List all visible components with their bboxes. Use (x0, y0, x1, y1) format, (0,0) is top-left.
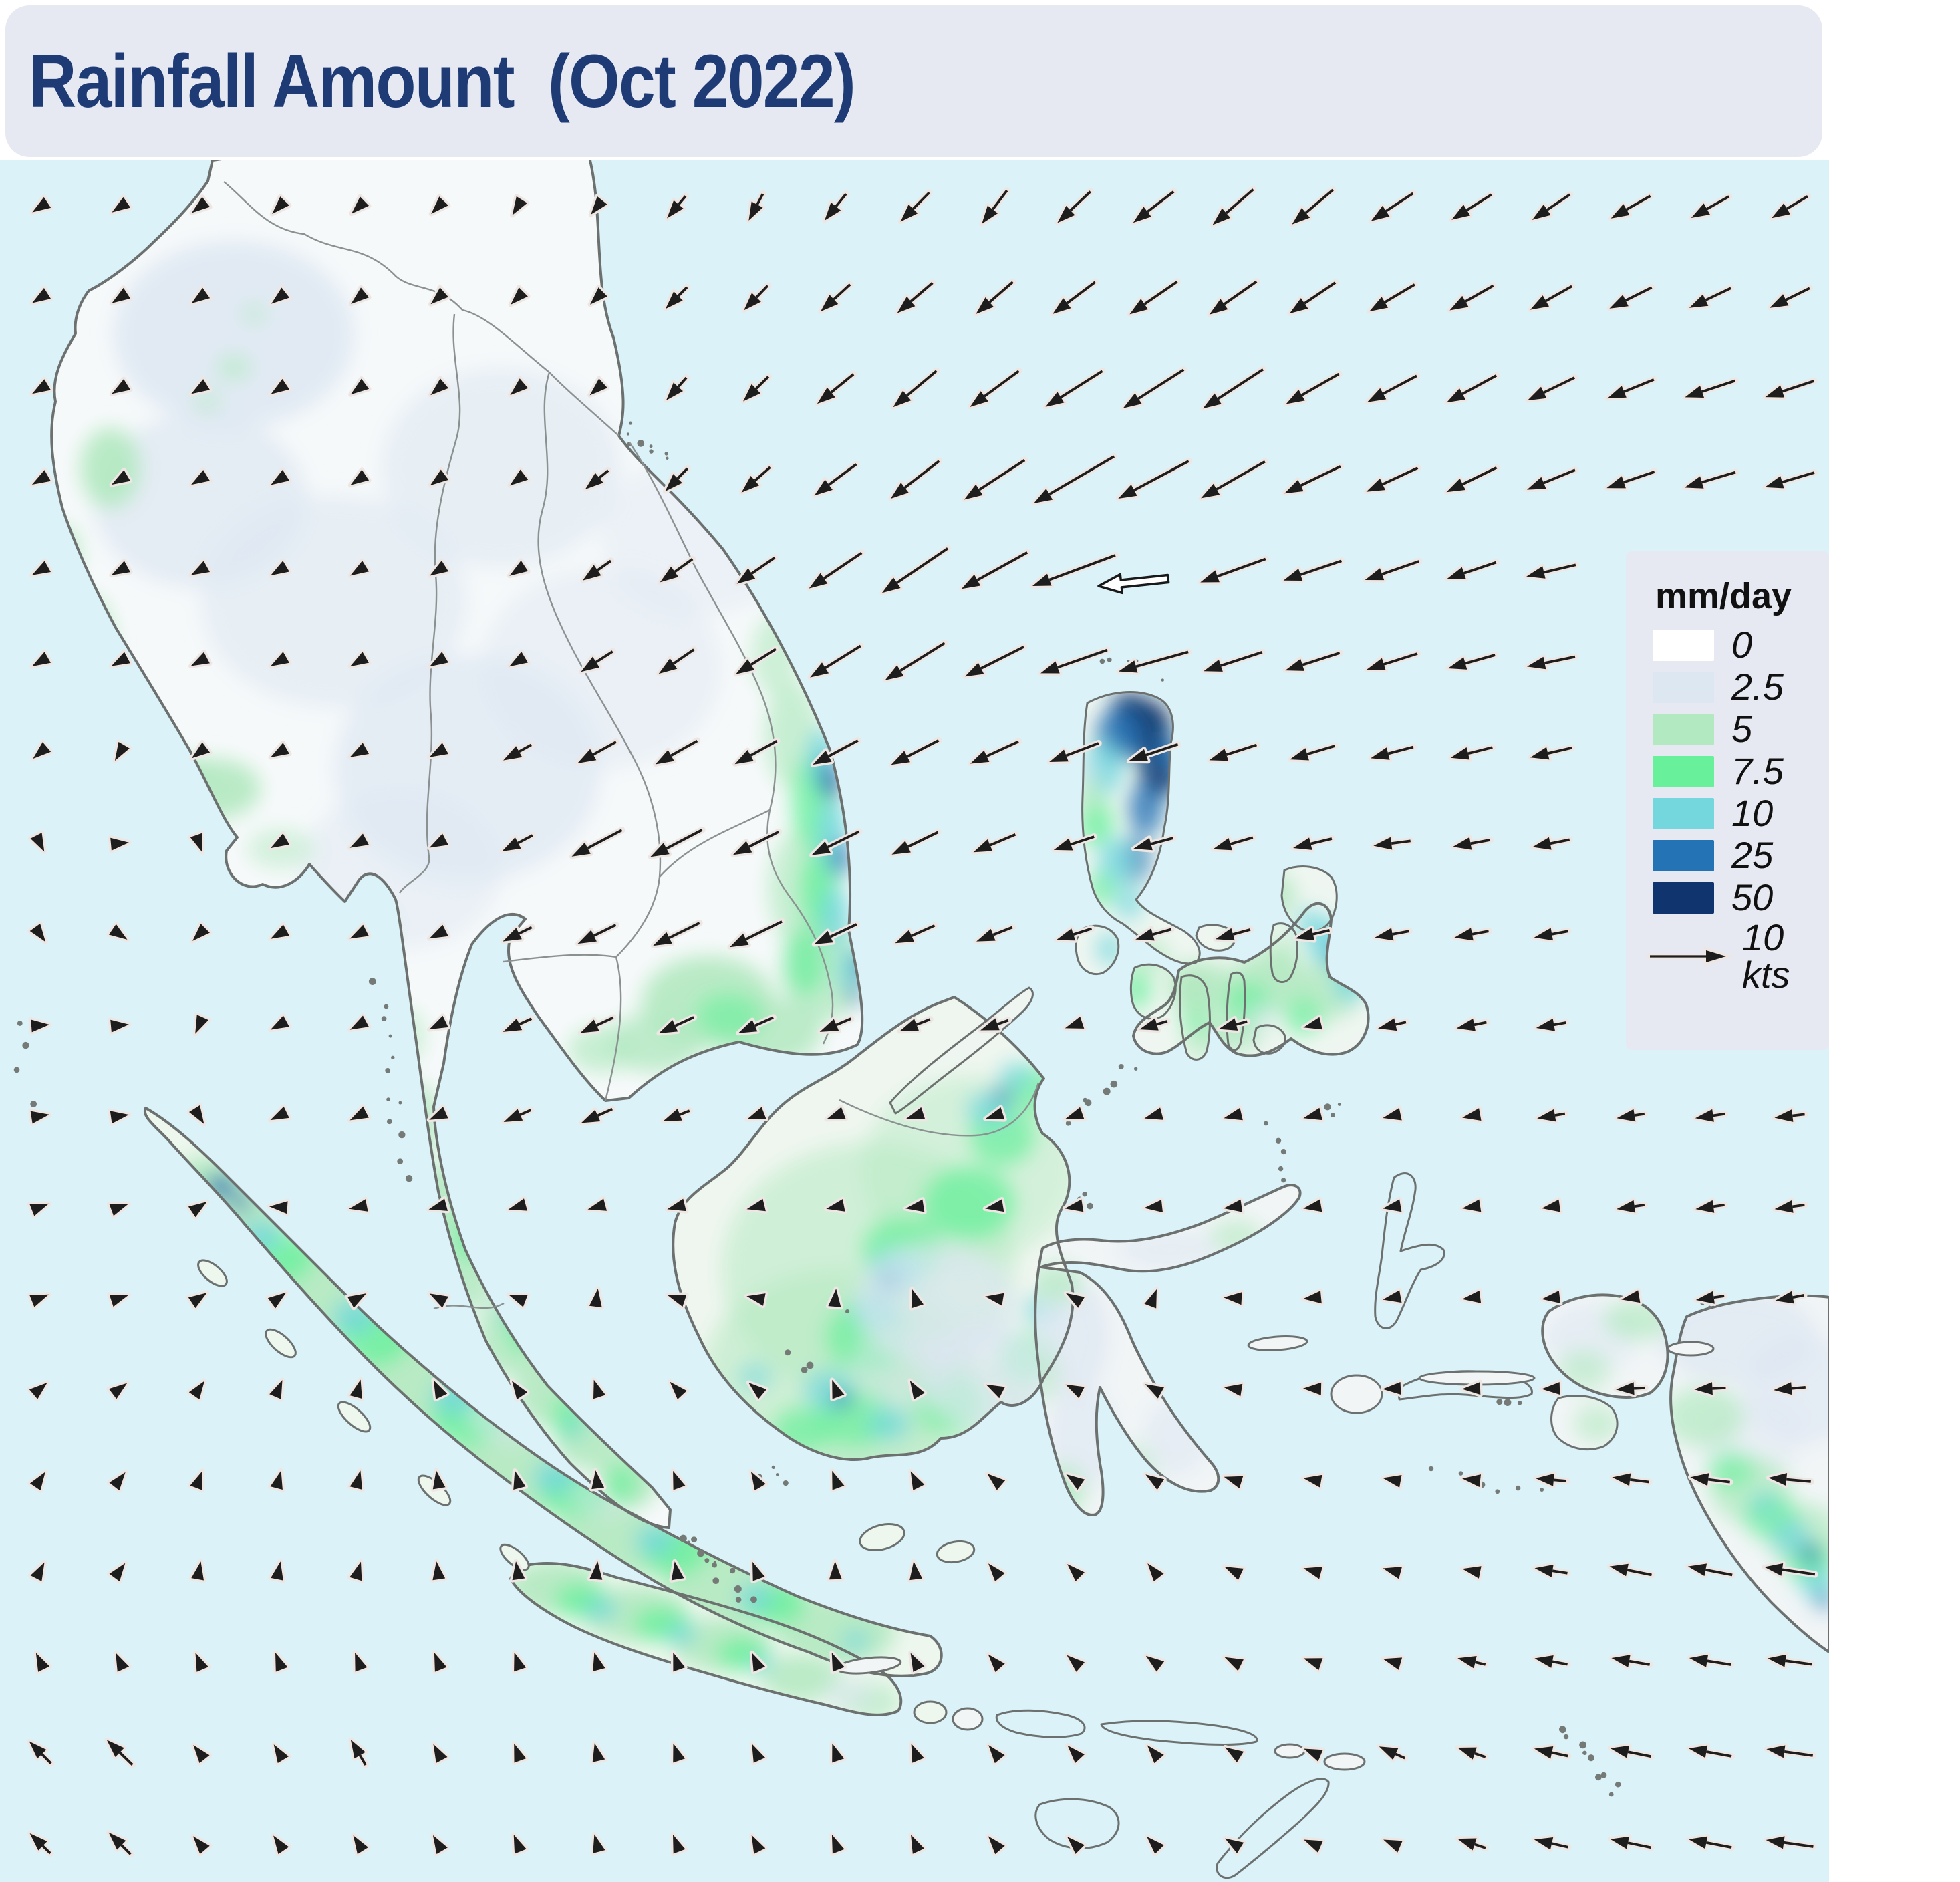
map-svg (0, 160, 1829, 1882)
wind-vector-field (27, 186, 1818, 1858)
legend-rows: 0 2.5 5 7.5 10 25 50 (1626, 624, 1829, 918)
legend-swatch (1653, 671, 1714, 703)
legend-swatch (1653, 713, 1714, 745)
legend-swatch (1653, 839, 1714, 871)
legend-label: 7.5 (1731, 750, 1784, 792)
legend-label: 0 (1731, 624, 1753, 666)
wind-reference-row: 10 kts (1645, 919, 1829, 994)
legend-item-5: 5 (1653, 708, 1829, 750)
page-title: Rainfall Amount (Oct 2022) (29, 39, 856, 123)
legend-panel: mm/day 0 2.5 5 7.5 10 25 50 10 kts (1626, 551, 1829, 1050)
title-bar: Rainfall Amount (Oct 2022) (5, 5, 1822, 157)
legend-label: 10 (1731, 792, 1774, 834)
rainfall-map-canvas (0, 160, 1829, 1882)
wind-reference-label: 10 kts (1742, 916, 1790, 996)
legend-title: mm/day (1655, 576, 1792, 616)
legend-swatch (1653, 755, 1714, 787)
legend-item-25: 25 (1653, 834, 1829, 876)
legend-item-0: 0 (1653, 624, 1829, 666)
coastal-islet-speckles (13, 421, 1711, 1797)
legend-label: 25 (1731, 834, 1774, 876)
legend-item-7.5: 7.5 (1653, 750, 1829, 792)
legend-item-10: 10 (1653, 792, 1829, 834)
legend-item-50: 50 (1653, 876, 1829, 918)
legend-swatch (1653, 882, 1714, 914)
legend-label: 5 (1731, 708, 1753, 750)
wind-reference-arrow-icon (1647, 946, 1733, 966)
legend-label: 2.5 (1731, 666, 1784, 708)
legend-label: 50 (1731, 876, 1774, 918)
legend-item-2.5: 2.5 (1653, 666, 1829, 708)
legend-swatch (1653, 629, 1714, 661)
strong-wind-arrow (1097, 573, 1170, 595)
legend-swatch (1653, 797, 1714, 829)
